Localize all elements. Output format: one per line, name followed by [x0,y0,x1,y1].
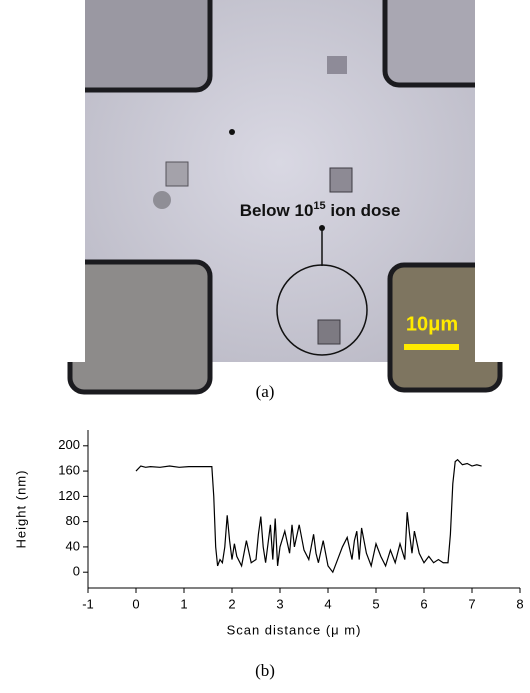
x-tick-label: 1 [180,596,187,611]
y-tick-label: 160 [58,463,80,478]
scale-bar [404,344,459,350]
annotation: Below 1015 ion dose [240,200,401,221]
annotation-text-after: ion dose [326,201,401,220]
x-tick-label: 8 [516,596,523,611]
x-axis-label: Scan distance (μ m) [227,622,362,637]
caption-b: (b) [255,661,275,680]
y-tick-label: 80 [66,513,80,528]
annotation-superscript: 15 [313,200,325,212]
x-tick-label: 4 [324,596,331,611]
y-tick-label: 200 [58,437,80,452]
micrograph: Below 1015 ion dose 10μm [57,0,508,395]
x-tick-label: 5 [372,596,379,611]
x-tick-label: 0 [132,596,139,611]
x-tick-label: 3 [276,596,283,611]
y-axis-label: Height (nm) [13,470,28,549]
x-tick-label: 7 [468,596,475,611]
line-chart: 0 40 80 120 160 200 -1 0 1 2 3 4 5 6 7 8 Scan distance (… [13,430,524,637]
data-line [135,458,482,574]
x-tick-label: -1 [82,596,94,611]
y-tick-label: 120 [58,488,80,503]
caption-a: (a) [256,382,275,401]
scale-bar-label: 10μm [406,313,458,335]
annotation-text: Below 10 [240,201,314,220]
x-tick-label: 2 [228,596,235,611]
x-tick-label: 6 [420,596,427,611]
y-tick-label: 40 [66,538,80,553]
y-tick-label: 0 [73,564,80,579]
